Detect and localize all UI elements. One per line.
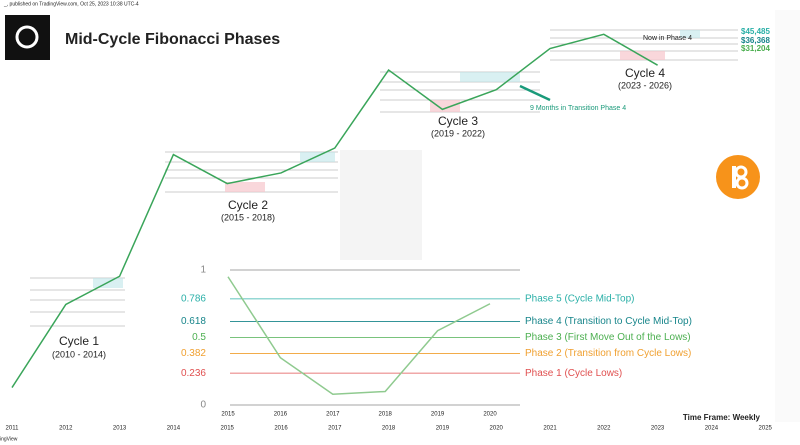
phase-label: Phase 5 (Cycle Mid-Top) — [525, 294, 634, 305]
phase-label: Phase 1 (Cycle Lows) — [525, 368, 622, 379]
x-tick-label: 2016 — [274, 426, 288, 432]
phase-label: Phase 4 (Transition to Cycle Mid-Top) — [525, 316, 692, 327]
price-line — [227, 276, 491, 395]
y-tick-label: 0.5 — [192, 332, 206, 343]
annotation: Cycle 2 — [228, 198, 268, 212]
x-tick-label: 2019 — [436, 426, 450, 432]
x-tick-label: 2012 — [59, 426, 73, 432]
price-line — [11, 33, 658, 388]
x-tick-label: 2020 — [490, 426, 504, 432]
annotation: (2010 - 2014) — [52, 349, 106, 359]
phase-label: Phase 3 (First Move Out of the Lows) — [525, 332, 691, 343]
x-tick-label: 2021 — [543, 426, 557, 432]
annotation: $45,485 — [741, 27, 770, 36]
annotation: Time Frame: Weekly — [683, 413, 761, 422]
x-tick-label: 2011 — [6, 426, 20, 432]
footer: ingView — [0, 436, 18, 442]
annotation: (2023 - 2026) — [618, 80, 672, 90]
logo — [5, 15, 50, 60]
bitcoin-icon-stem — [732, 166, 736, 188]
watermark — [340, 150, 422, 260]
byline: _, published on TradingView.com, Oct 25,… — [3, 1, 139, 7]
annotation: $36,368 — [741, 36, 770, 45]
x-tick-label: 2015 — [221, 426, 235, 432]
x-tick-label: 2020 — [483, 412, 497, 418]
x-tick-label: 2013 — [113, 426, 127, 432]
annotation: Now in Phase 4 — [643, 35, 692, 42]
y-tick-label: 0.382 — [181, 348, 206, 359]
bitcoin-icon-bowl — [735, 176, 749, 190]
x-tick-label: 2023 — [651, 426, 665, 432]
x-tick-label: 2018 — [379, 412, 393, 418]
x-tick-label: 2025 — [759, 426, 773, 432]
x-tick-label: 2022 — [597, 426, 611, 432]
arrow — [519, 84, 551, 102]
x-tick-label: 2014 — [167, 426, 181, 432]
logo-mark — [15, 25, 39, 49]
x-tick-label: 2017 — [326, 412, 340, 418]
annotation: Cycle 3 — [438, 114, 478, 128]
x-tick-label: 2024 — [705, 426, 719, 432]
annotation: Cycle 4 — [625, 66, 665, 80]
x-tick-label: 2017 — [328, 426, 342, 432]
y-tick-label: 0.236 — [181, 368, 206, 379]
y-tick-label: 0.618 — [181, 316, 206, 327]
phase-label: Phase 2 (Transition from Cycle Lows) — [525, 348, 691, 359]
annotation: (2019 - 2022) — [431, 128, 485, 138]
x-tick-label: 2015 — [221, 412, 235, 418]
x-tick-label: 2018 — [382, 426, 396, 432]
annotation: 9 Months in Transition Phase 4 — [530, 105, 626, 112]
price-axis — [775, 10, 800, 422]
annotation: $31,204 — [741, 44, 770, 53]
y-tick-label: 0.786 — [181, 294, 206, 305]
y-tick-label: 1 — [200, 265, 206, 276]
annotation: (2015 - 2018) — [221, 212, 275, 222]
x-tick-label: 2016 — [274, 412, 288, 418]
annotation: Cycle 1 — [59, 334, 99, 348]
y-tick-label: 0 — [200, 400, 206, 411]
chart-title: Mid-Cycle Fibonacci Phases — [65, 31, 280, 48]
fib-boxes — [30, 29, 738, 327]
x-tick-label: 2019 — [431, 412, 445, 418]
